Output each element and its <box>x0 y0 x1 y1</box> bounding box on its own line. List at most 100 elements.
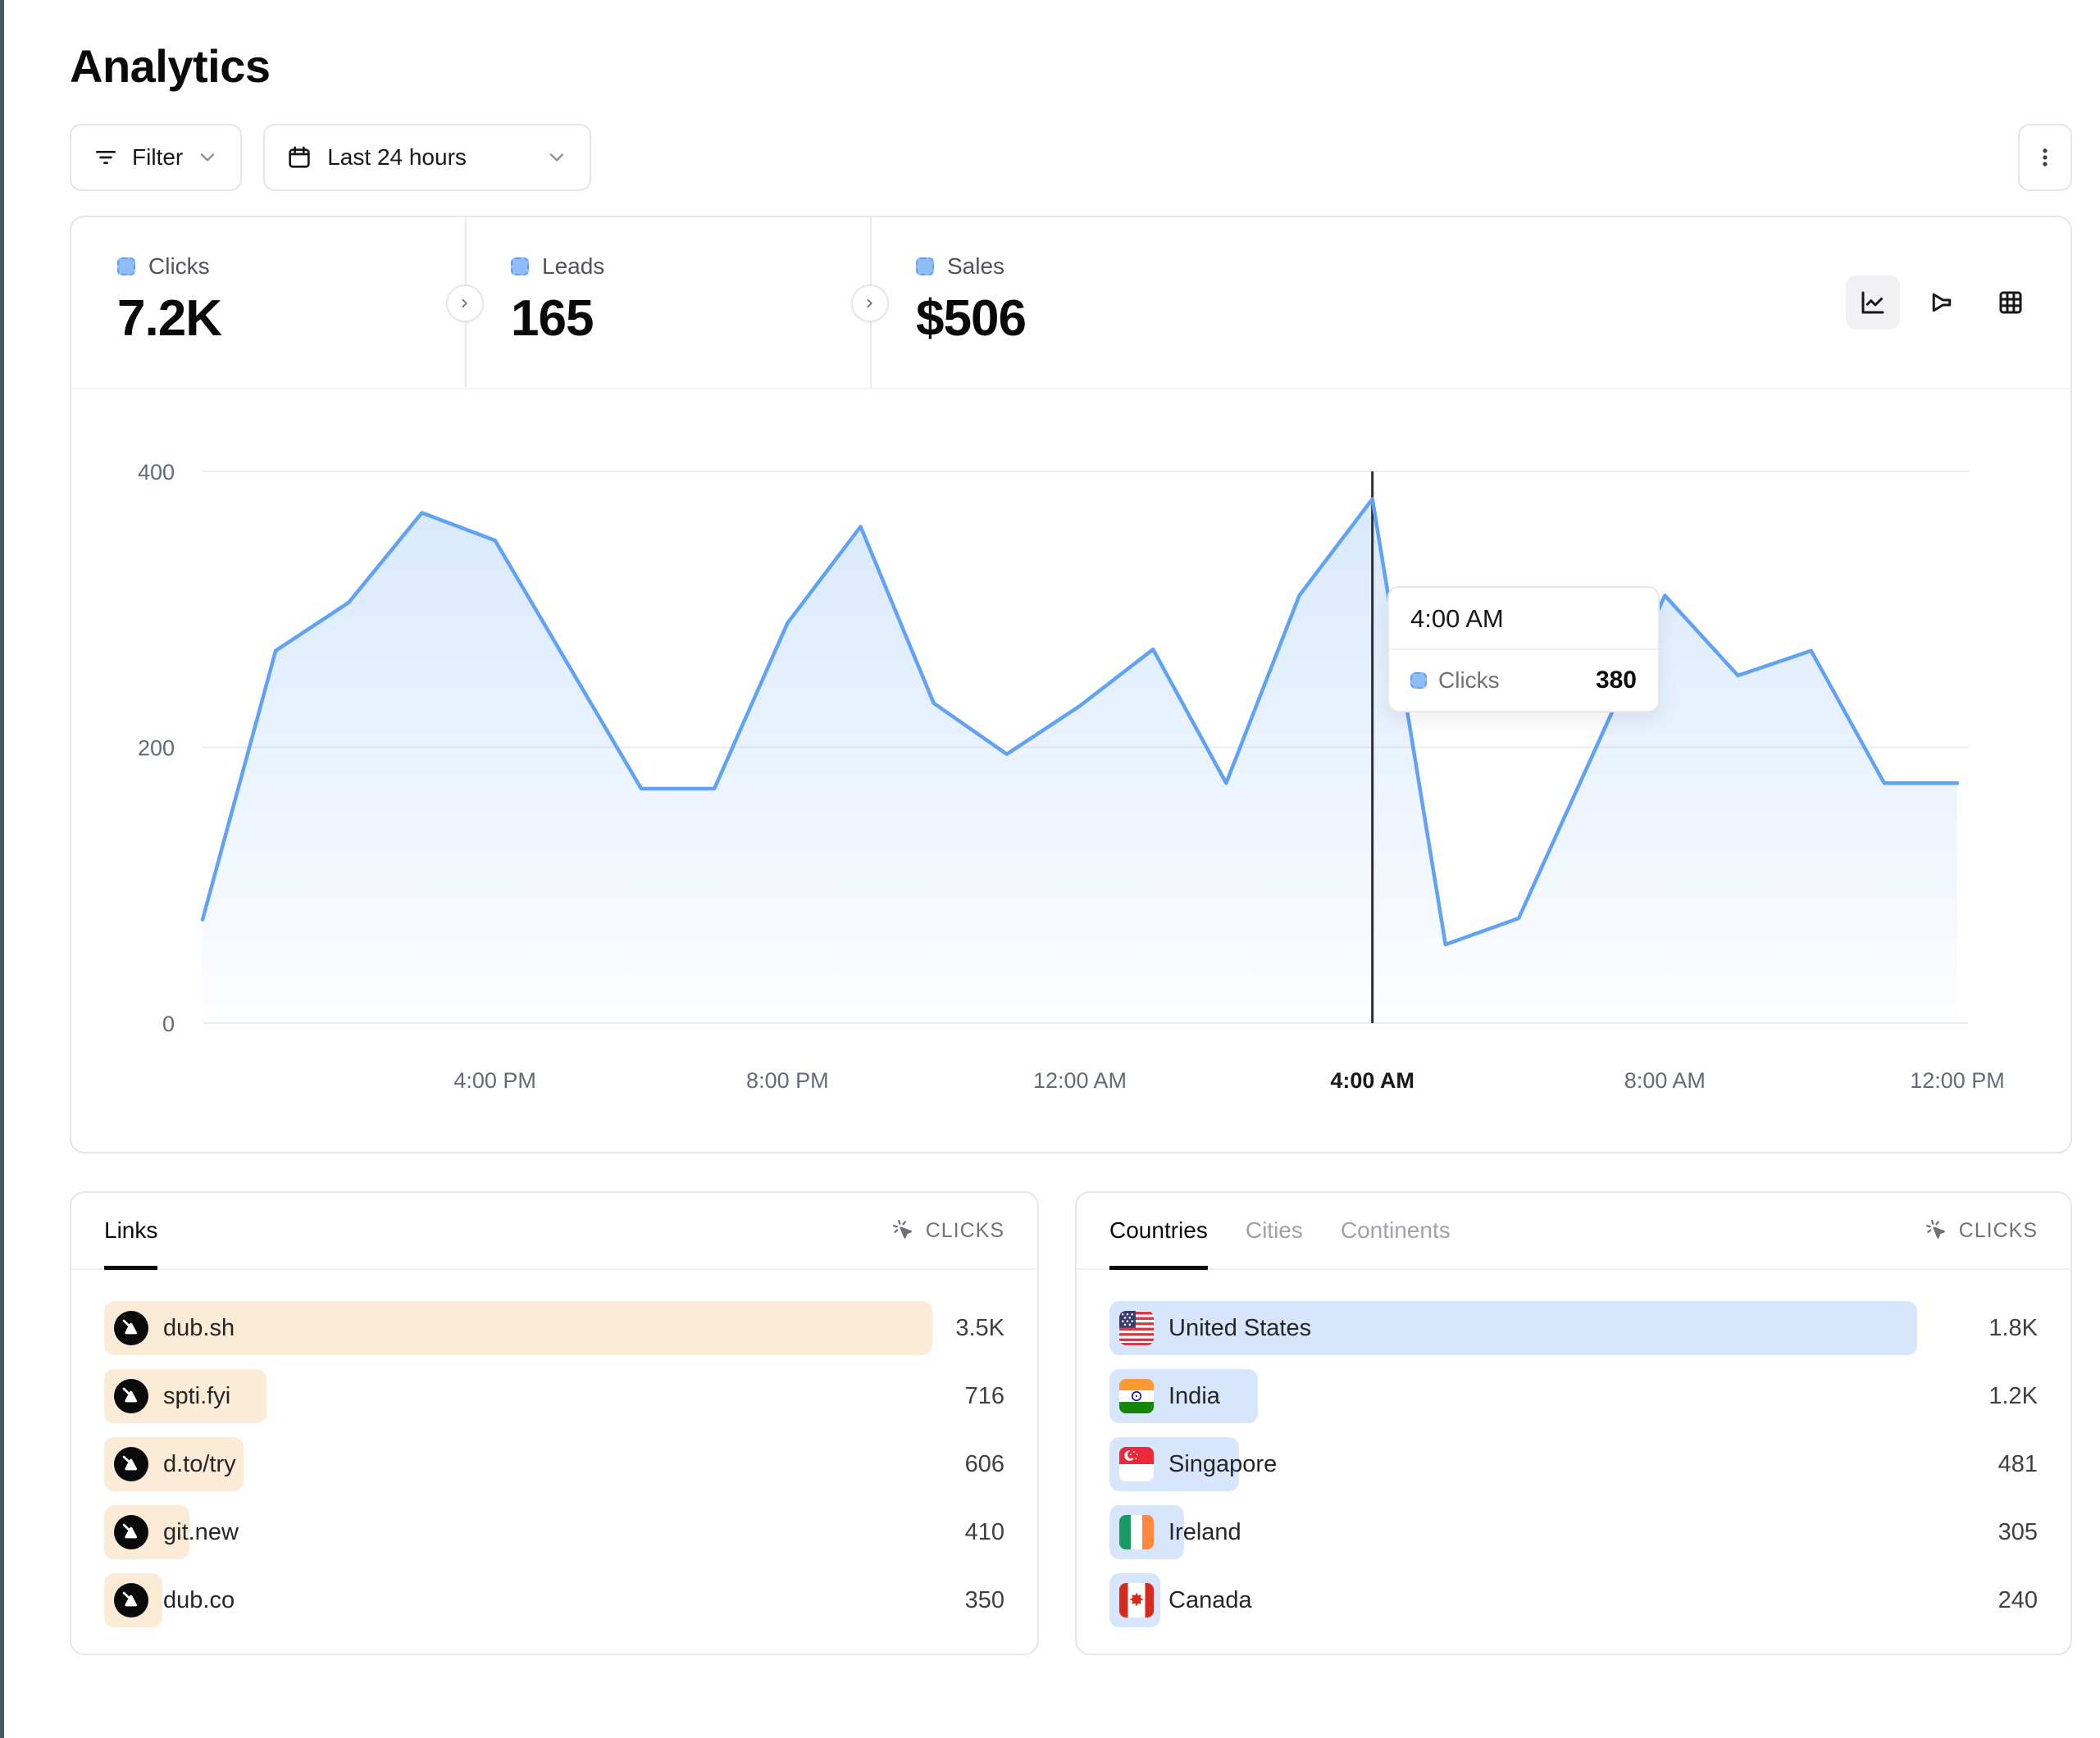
link-row-bar: git.new <box>104 1505 239 1559</box>
country-row-label: Singapore <box>1168 1450 1278 1477</box>
link-row-bar: dub.sh <box>104 1301 933 1355</box>
tab-links[interactable]: Links <box>104 1193 158 1270</box>
tab-clicks[interactable]: Clicks 7.2K <box>71 217 465 388</box>
x-axis-tick: 12:00 AM <box>1033 1068 1127 1093</box>
area-fill <box>203 498 1957 1023</box>
link-row[interactable]: spti.fyi 716 <box>104 1369 1004 1423</box>
country-row-label: India <box>1168 1382 1220 1409</box>
country-row-bar: Canada <box>1109 1573 1252 1627</box>
link-row-value: 410 <box>964 1518 1004 1545</box>
tab-continents[interactable]: Continents <box>1340 1217 1451 1243</box>
country-row-value: 305 <box>1998 1518 2038 1545</box>
in-flag-icon <box>1119 1379 1154 1413</box>
sales-tab-label: Sales <box>947 253 1005 279</box>
expand-clicks-button[interactable] <box>446 284 484 322</box>
table-grid-icon <box>1996 288 2025 317</box>
more-options-button[interactable] <box>2018 124 2072 191</box>
tab-sales[interactable]: Sales $506 <box>870 217 1255 388</box>
tooltip-value: 380 <box>1595 667 1637 694</box>
funnel-chart-toggle[interactable] <box>1915 275 1969 330</box>
tooltip-time: 4:00 AM <box>1389 588 1658 650</box>
toolbar: Filter Last 24 hours <box>70 124 2072 191</box>
link-row[interactable]: d.to/try 606 <box>104 1437 1004 1491</box>
x-axis-tick: 4:00 AM <box>1330 1068 1414 1093</box>
dub-logo-icon <box>114 1447 148 1481</box>
link-row[interactable]: dub.co 350 <box>104 1573 1004 1627</box>
link-row-value: 350 <box>964 1586 1004 1613</box>
y-axis-tick: 0 <box>162 1012 175 1036</box>
countries-metric-selector[interactable]: CLICKS <box>1925 1218 2038 1243</box>
funnel-chart-icon <box>1927 288 1957 317</box>
dub-logo-icon <box>114 1515 148 1549</box>
country-row-bar: India <box>1109 1369 1259 1423</box>
links-metric-selector[interactable]: CLICKS <box>891 1218 1004 1243</box>
ca-flag-icon <box>1119 1583 1154 1617</box>
links-panel-header: Links CLICKS <box>71 1193 1037 1270</box>
expand-leads-button[interactable] <box>851 284 889 322</box>
page-title: Analytics <box>70 40 271 92</box>
link-row-bar: dub.co <box>104 1573 235 1627</box>
country-row[interactable]: Canada 240 <box>1109 1573 2038 1627</box>
filter-label: Filter <box>132 144 184 170</box>
country-row[interactable]: Ireland 305 <box>1109 1505 2038 1559</box>
link-row-bar: d.to/try <box>104 1437 244 1491</box>
date-range-button[interactable]: Last 24 hours <box>263 124 592 191</box>
link-row-label: dub.co <box>163 1586 235 1613</box>
calendar-icon <box>286 144 312 171</box>
chevron-down-icon <box>545 146 568 169</box>
country-row[interactable]: United States 1.8K <box>1109 1301 2038 1355</box>
dub-logo-icon <box>114 1583 148 1617</box>
country-row-label: United States <box>1168 1314 1312 1341</box>
sales-tab-value: $506 <box>916 290 1027 347</box>
cursor-click-icon <box>891 1218 916 1243</box>
line-chart-toggle[interactable] <box>1846 275 1900 330</box>
clicks-legend-swatch <box>117 257 135 275</box>
chart-type-toggle-group <box>1846 217 2070 388</box>
dub-logo-icon <box>114 1379 148 1413</box>
tab-countries[interactable]: Countries <box>1109 1193 1208 1270</box>
country-row[interactable]: India 1.2K <box>1109 1369 2038 1423</box>
tab-cities[interactable]: Cities <box>1245 1217 1303 1243</box>
bottom-panels: Links CLICKS dub.sh 3.5K spti.fyi 716 d.to/t… <box>70 1191 2072 1655</box>
x-axis-tick: 4:00 PM <box>453 1068 536 1093</box>
country-row-bar: Ireland <box>1109 1505 1241 1559</box>
link-row-label: dub.sh <box>163 1314 235 1341</box>
y-axis-tick: 200 <box>138 736 175 761</box>
links-panel: Links CLICKS dub.sh 3.5K spti.fyi 716 d.to/t… <box>70 1191 1039 1655</box>
line-chart-icon <box>1858 288 1888 317</box>
country-row[interactable]: Singapore 481 <box>1109 1437 2038 1491</box>
country-row-value: 240 <box>1998 1586 2038 1613</box>
table-view-toggle[interactable] <box>1984 275 2038 330</box>
dub-logo-icon <box>114 1311 148 1345</box>
analytics-chart-card: Clicks 7.2K Leads 165 Sales $506 <box>70 216 2072 1153</box>
link-row-value: 716 <box>964 1382 1004 1409</box>
x-axis-tick: 8:00 AM <box>1624 1068 1706 1093</box>
x-axis-tick: 8:00 PM <box>746 1068 829 1093</box>
stats-tab-row: Clicks 7.2K Leads 165 Sales $506 <box>71 217 2070 389</box>
countries-panel: Countries Cities Continents CLICKS Unite… <box>1075 1191 2072 1655</box>
sg-flag-icon <box>1119 1447 1154 1481</box>
us-flag-icon <box>1119 1311 1154 1345</box>
leads-tab-label: Leads <box>542 253 605 279</box>
x-axis-tick: 12:00 PM <box>1910 1068 2005 1093</box>
analytics-page: Analytics Filter Last 24 hours <box>4 0 2100 1655</box>
link-row[interactable]: dub.sh 3.5K <box>104 1301 1004 1355</box>
clicks-line <box>200 497 1960 947</box>
filter-button[interactable]: Filter <box>70 124 243 191</box>
countries-rows: United States 1.8K India 1.2K Singapore 481 Ir… <box>1077 1270 2070 1627</box>
tab-leads[interactable]: Leads 165 <box>465 217 870 388</box>
country-row-value: 481 <box>1998 1450 2038 1477</box>
date-range-label: Last 24 hours <box>327 144 467 170</box>
ie-flag-icon <box>1119 1515 1154 1549</box>
chart-tooltip: 4:00 AM Clicks 380 <box>1387 586 1660 712</box>
clicks-area-chart[interactable]: 0 200 400 4:00 PM 8:00 PM 12:00 AM 4:00 AM 8:00… <box>71 389 2070 1150</box>
chart-canvas[interactable]: 0 200 400 4:00 PM 8:00 PM 12:00 AM 4:00 AM 8:00… <box>71 389 2070 1127</box>
link-row-label: spti.fyi <box>163 1382 231 1409</box>
leads-tab-value: 165 <box>511 290 594 347</box>
country-row-label: Canada <box>1168 1586 1252 1613</box>
sales-legend-swatch <box>916 257 934 275</box>
clicks-tab-value: 7.2K <box>117 290 222 347</box>
countries-metric-label: CLICKS <box>1958 1218 2038 1242</box>
list-filter-icon <box>93 144 119 171</box>
link-row[interactable]: git.new 410 <box>104 1505 1004 1559</box>
